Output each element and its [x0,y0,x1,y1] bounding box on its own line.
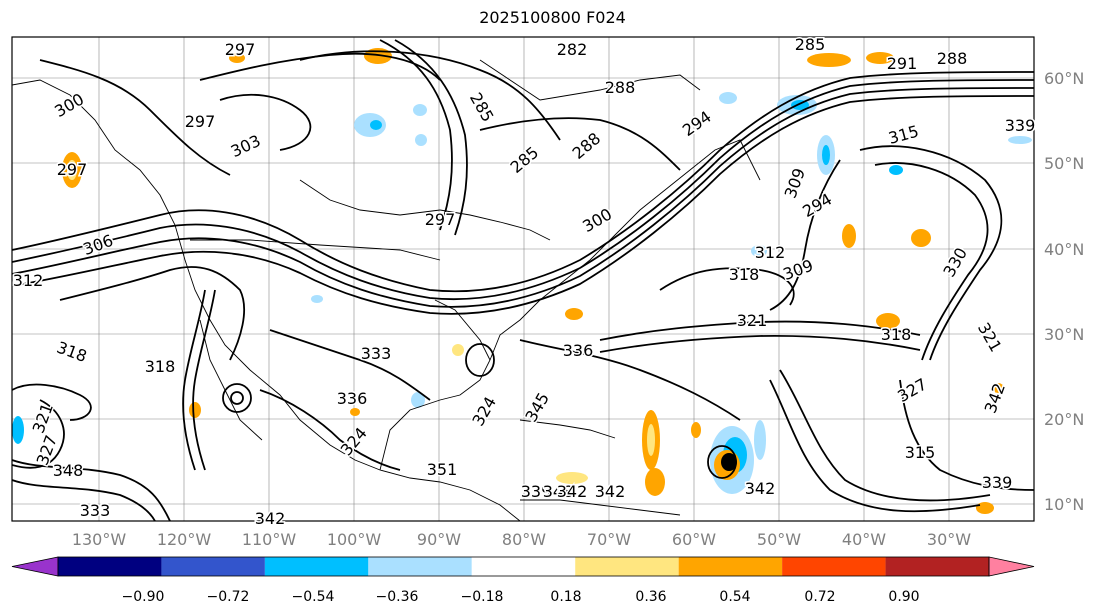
lon-label: 110°W [242,530,297,549]
lat-label: 40°N [1044,240,1084,259]
lat-label: 50°N [1044,154,1084,173]
contour-label: 339 [1005,116,1036,135]
colorbar-tick: 0.54 [719,589,750,605]
contour-label: 333 [80,501,111,520]
colorbar-segment [161,557,265,576]
colorbar-frame [57,556,990,577]
map-area [12,37,1034,521]
contour-label: 288 [937,49,968,68]
contour-label: 342 [745,479,776,498]
contour-label: 312 [13,271,44,290]
coastlines [12,59,761,521]
contour-label: 315 [905,443,936,462]
lon-label: 130°W [72,530,127,549]
contour-label: 348 [543,482,574,501]
lon-label: 40°W [842,530,886,549]
contour-label: 351 [427,460,458,479]
contour-label: 297 [425,210,456,229]
contour-label: 285 [795,35,826,54]
lon-label: 30°W [927,530,971,549]
map-title: 2025100800 F024 [479,8,626,27]
colorbar-segment [678,557,783,576]
colorbar-segment [575,557,679,576]
colorbar-tick: 0.36 [635,589,666,605]
lon-label: 70°W [587,530,631,549]
colorbar-tick: −0.54 [292,589,335,605]
colorbar-segment [885,557,989,576]
colorbar-extend-min [11,556,59,577]
contour-label: 291 [887,54,918,73]
lon-label: 90°W [417,530,461,549]
lon-label: 100°W [327,530,382,549]
colorbar-extend-max [988,556,1035,577]
contour-label: 288 [605,78,636,97]
lat-label: 10°N [1044,495,1084,514]
lat-label: 60°N [1044,69,1084,88]
contour-label: 321 [737,311,768,330]
colorbar-tick: 0.90 [888,589,919,605]
contour-label: 336 [563,341,594,360]
contour-label: 336 [337,389,368,408]
colorbar-segment [264,557,369,576]
contour-label: 342 [255,509,286,528]
lon-label: 60°W [672,530,716,549]
lat-label: 30°N [1044,325,1084,344]
contour-label: 297 [185,112,216,131]
colorbar-tick: 0.72 [804,589,835,605]
contour-label: 318 [729,265,760,284]
lat-label: 20°N [1044,410,1084,429]
lon-label: 80°W [502,530,546,549]
contour-label: 333 [361,344,392,363]
contour-label: 297 [57,160,88,179]
colorbar-segment [58,557,162,576]
colorbar-tick: −0.72 [207,589,250,605]
colorbar-segment [368,557,472,576]
contour-label: 297 [225,40,256,59]
contour-label: 339 [982,473,1013,492]
contour-label: 342 [595,482,626,501]
contour-lines [12,39,1034,521]
colorbar-tick: 0.18 [550,589,581,605]
colorbar-tick: −0.90 [122,589,165,605]
contour-label: 342 [557,482,588,501]
contour-label: 339 [521,482,552,501]
colorbar-tick: −0.18 [461,589,504,605]
latitude-labels: 60°N 50°N 40°N 30°N 20°N 10°N [1044,69,1084,514]
colorbar-segment [782,557,886,576]
colorbar-ticks: −0.90 −0.72 −0.54 −0.36 −0.18 0.18 0.36 … [122,589,920,605]
map-frame [11,36,1035,522]
colorbar-segment [471,557,576,576]
contour-label: 282 [557,40,588,59]
contour-label: 312 [755,243,786,262]
longitude-labels: 130°W 120°W 110°W 100°W 90°W 80°W 70°W 6… [72,530,971,549]
colorbar-tick: −0.36 [376,589,419,605]
graticule [12,37,1034,521]
lon-label: 120°W [157,530,212,549]
contour-label: 318 [881,325,912,344]
colorbar [11,556,1035,577]
contour-label: 348 [53,461,84,480]
contour-label: 318 [145,357,176,376]
lon-label: 50°W [757,530,801,549]
